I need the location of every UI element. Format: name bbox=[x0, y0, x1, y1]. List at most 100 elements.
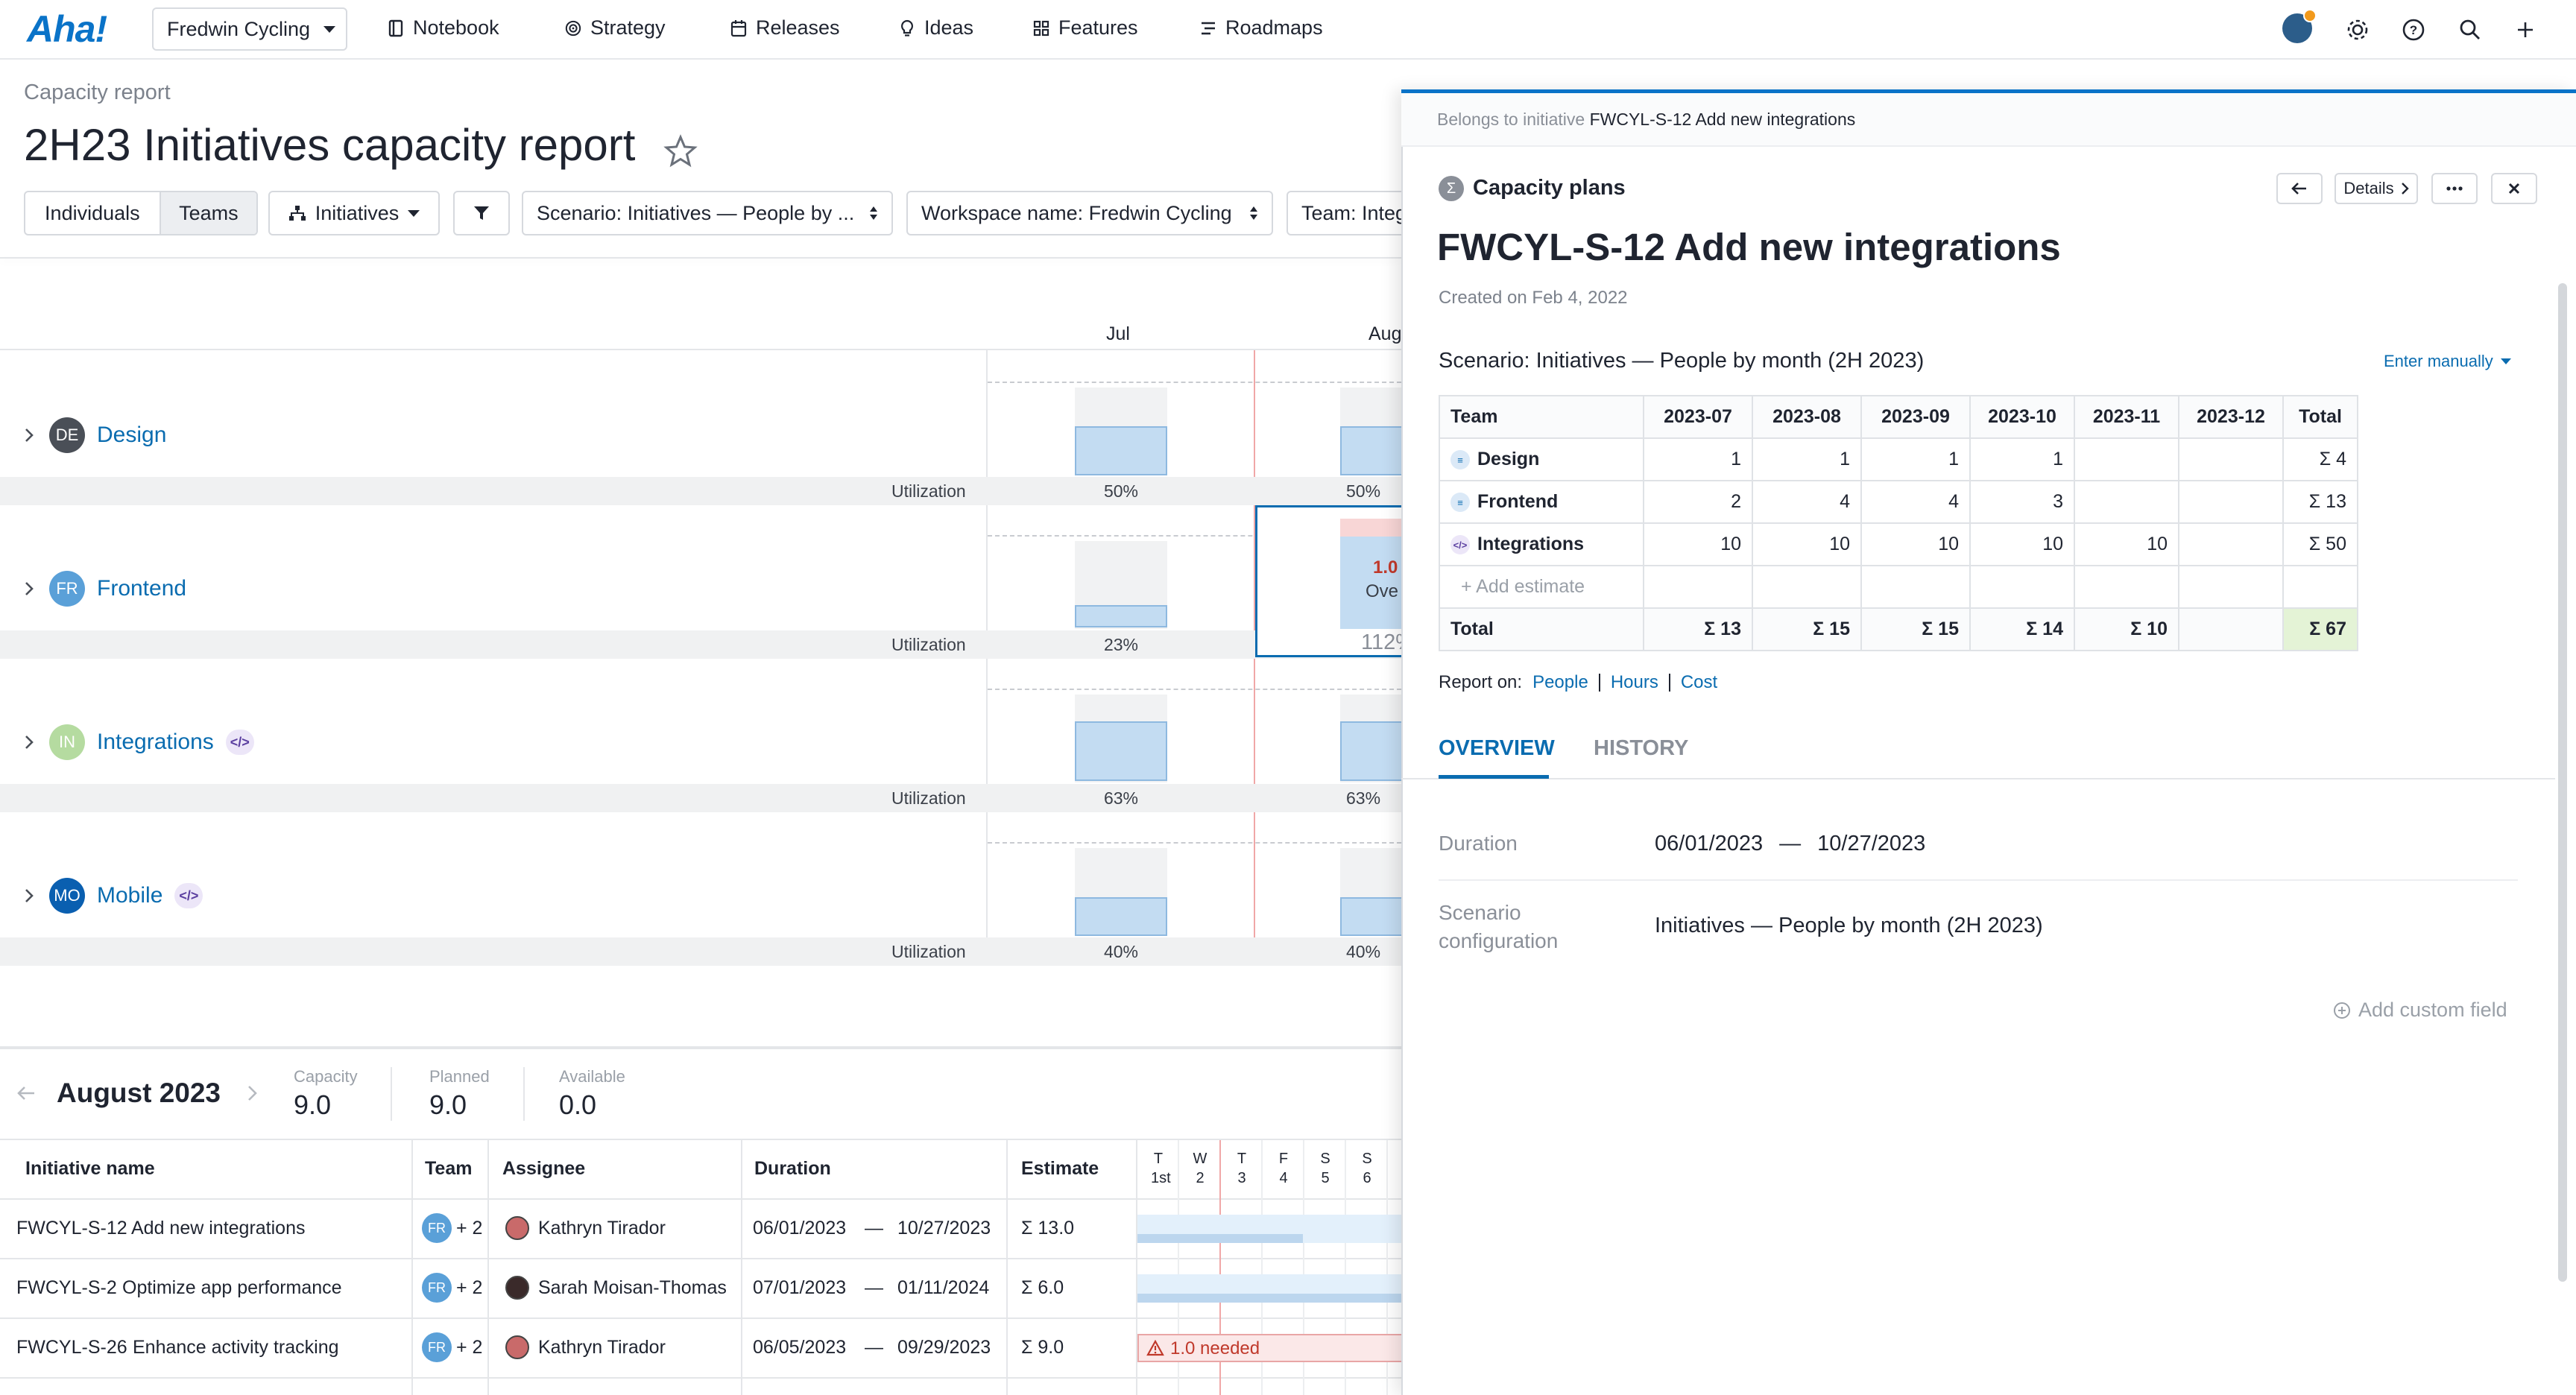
report-on-hours[interactable]: Hours bbox=[1610, 672, 1658, 692]
gear-icon[interactable] bbox=[2343, 15, 2373, 45]
table-row[interactable]: FWCYL-S-2 Optimize app performance FR + … bbox=[0, 1259, 1401, 1318]
utilization-bar[interactable] bbox=[1340, 721, 1401, 781]
report-on-people[interactable]: People bbox=[1532, 672, 1588, 692]
team-more[interactable]: + 2 bbox=[456, 1277, 483, 1298]
estimate-cell[interactable]: 1 bbox=[1643, 437, 1753, 481]
col-header-duration[interactable]: Duration bbox=[754, 1158, 831, 1179]
utilization-bar[interactable] bbox=[1340, 897, 1401, 936]
estimate-cell[interactable]: 10 bbox=[1860, 522, 1971, 566]
plus-icon[interactable] bbox=[2510, 15, 2540, 45]
team-cell[interactable]: ≡ Design bbox=[1439, 437, 1644, 481]
aha-logo[interactable]: Aha! bbox=[27, 8, 107, 50]
add-custom-field-button[interactable]: Add custom field bbox=[2333, 999, 2507, 1022]
add-estimate-button[interactable]: + Add estimate bbox=[1439, 565, 1644, 609]
utilization-bar[interactable] bbox=[1340, 537, 1401, 629]
nav-releases[interactable]: Releases bbox=[730, 16, 840, 39]
initiative-name-link[interactable]: Add new integrations bbox=[131, 1218, 306, 1239]
nav-roadmaps[interactable]: Roadmaps bbox=[1200, 16, 1323, 39]
star-icon[interactable] bbox=[663, 134, 698, 168]
chevron-right-icon[interactable] bbox=[21, 581, 37, 597]
tab-history[interactable]: HISTORY bbox=[1594, 736, 1689, 760]
individuals-button[interactable]: Individuals bbox=[45, 201, 140, 224]
utilization-bar[interactable] bbox=[1075, 897, 1167, 936]
scenario-select[interactable]: Scenario: Initiatives — People by ... bbox=[522, 191, 893, 235]
estimate-cell[interactable]: 10 bbox=[1643, 522, 1753, 566]
estimate-cell[interactable]: 2 bbox=[1643, 480, 1753, 524]
estimate-cell[interactable]: 4 bbox=[1860, 480, 1971, 524]
initiatives-dropdown[interactable]: Initiatives bbox=[268, 191, 440, 235]
team-name-link[interactable]: Design bbox=[97, 423, 167, 447]
close-button[interactable] bbox=[2491, 173, 2537, 204]
team-name-link[interactable]: Frontend bbox=[97, 576, 187, 601]
estimate-cell[interactable]: 4 bbox=[1752, 480, 1862, 524]
details-button[interactable]: Details bbox=[2334, 173, 2418, 204]
estimate-value[interactable]: Σ 9.0 bbox=[1021, 1337, 1064, 1358]
workspace-filter-select[interactable]: Workspace name: Fredwin Cycling bbox=[906, 191, 1273, 235]
utilization-bar[interactable] bbox=[1075, 721, 1167, 781]
help-icon[interactable]: ? bbox=[2399, 15, 2428, 45]
estimate-cell[interactable]: 10 bbox=[1752, 522, 1862, 566]
chevron-right-icon[interactable] bbox=[21, 427, 37, 443]
estimate-cell[interactable]: 1 bbox=[1860, 437, 1971, 481]
tab-overview[interactable]: OVERVIEW bbox=[1439, 736, 1555, 760]
estimate-cell[interactable]: 1 bbox=[1969, 437, 2075, 481]
belongs-link[interactable]: FWCYL-S-12 Add new integrations bbox=[1589, 110, 1856, 129]
record-title[interactable]: FWCYL-S-12 Add new integrations bbox=[1437, 226, 2061, 268]
report-on-cost[interactable]: Cost bbox=[1680, 672, 1718, 692]
col-header-estimate[interactable]: Estimate bbox=[1021, 1158, 1099, 1179]
chevron-right-icon[interactable] bbox=[21, 888, 37, 904]
team-row-design[interactable]: DE Design bbox=[21, 417, 166, 453]
nav-notebook[interactable]: Notebook bbox=[388, 16, 499, 39]
team-more[interactable]: + 2 bbox=[456, 1218, 483, 1239]
estimate-cell[interactable]: 1 bbox=[1752, 437, 1862, 481]
col-header-assignee[interactable]: Assignee bbox=[502, 1158, 586, 1179]
table-row[interactable]: FWCYL-S-12 Add new integrations FR + 2 K… bbox=[0, 1200, 1401, 1258]
duration-label: Duration bbox=[1439, 832, 1518, 855]
teams-button[interactable]: Teams bbox=[159, 192, 256, 234]
nav-strategy[interactable]: Strategy bbox=[565, 16, 666, 39]
estimate-cell[interactable]: 10 bbox=[1969, 522, 2075, 566]
col-header-initiative[interactable]: Initiative name bbox=[25, 1158, 155, 1179]
estimate-cell[interactable] bbox=[2074, 480, 2179, 524]
duration-value[interactable]: 06/01/2023 — 10/27/2023 bbox=[1655, 832, 1925, 856]
workspace-switcher[interactable]: Fredwin Cycling bbox=[152, 7, 347, 51]
back-button[interactable] bbox=[2276, 173, 2323, 204]
estimate-cell[interactable] bbox=[2178, 480, 2284, 524]
estimate-cell[interactable] bbox=[2074, 437, 2179, 481]
col-header-team[interactable]: Team bbox=[425, 1158, 473, 1179]
search-icon[interactable] bbox=[2455, 15, 2485, 45]
team-name-link[interactable]: Mobile bbox=[97, 883, 163, 908]
chevron-right-icon[interactable] bbox=[21, 734, 37, 750]
team-row-frontend[interactable]: FR Frontend bbox=[21, 571, 186, 607]
estimate-cell[interactable]: 10 bbox=[2074, 522, 2179, 566]
initiative-name-link[interactable]: Enhance activity tracking bbox=[133, 1337, 339, 1358]
team-name-link[interactable]: Integrations bbox=[97, 730, 214, 754]
more-options-button[interactable] bbox=[2431, 173, 2478, 204]
team-cell[interactable]: </> Integrations bbox=[1439, 522, 1644, 566]
team-row-integrations[interactable]: IN Integrations </> bbox=[21, 724, 254, 760]
utilization-bar[interactable] bbox=[1075, 426, 1167, 475]
chevron-right-icon[interactable] bbox=[244, 1084, 261, 1103]
estimate-value[interactable]: Σ 13.0 bbox=[1021, 1218, 1075, 1239]
arrow-left-icon[interactable] bbox=[15, 1082, 37, 1104]
estimate-cell[interactable]: 3 bbox=[1969, 480, 2075, 524]
table-row[interactable]: FWCYL-S-26 Enhance activity tracking FR … bbox=[0, 1319, 1401, 1377]
team-filter-select[interactable]: Team: Integ bbox=[1287, 191, 1406, 235]
team-cell[interactable]: ≡ Frontend bbox=[1439, 480, 1644, 524]
team-row-mobile[interactable]: MO Mobile </> bbox=[21, 878, 203, 914]
utilization-bar[interactable] bbox=[1075, 605, 1167, 627]
team-more[interactable]: + 2 bbox=[456, 1337, 483, 1358]
nav-ideas[interactable]: Ideas bbox=[899, 16, 973, 39]
enter-manually-dropdown[interactable]: Enter manually bbox=[2384, 352, 2511, 371]
timeline-bar-over[interactable] bbox=[1137, 1334, 1401, 1362]
scenario-config-value[interactable]: Initiatives — People by month (2H 2023) bbox=[1655, 914, 2043, 937]
breadcrumb[interactable]: Capacity report bbox=[24, 80, 171, 104]
nav-features[interactable]: Features bbox=[1033, 16, 1138, 39]
utilization-bar[interactable] bbox=[1340, 426, 1401, 475]
estimate-cell[interactable] bbox=[2178, 522, 2284, 566]
estimate-cell[interactable] bbox=[2178, 437, 2284, 481]
estimate-value[interactable]: Σ 6.0 bbox=[1021, 1277, 1064, 1298]
scrollbar[interactable] bbox=[2558, 283, 2567, 1282]
filter-button[interactable] bbox=[453, 191, 510, 235]
initiative-name-link[interactable]: Optimize app performance bbox=[122, 1277, 342, 1298]
